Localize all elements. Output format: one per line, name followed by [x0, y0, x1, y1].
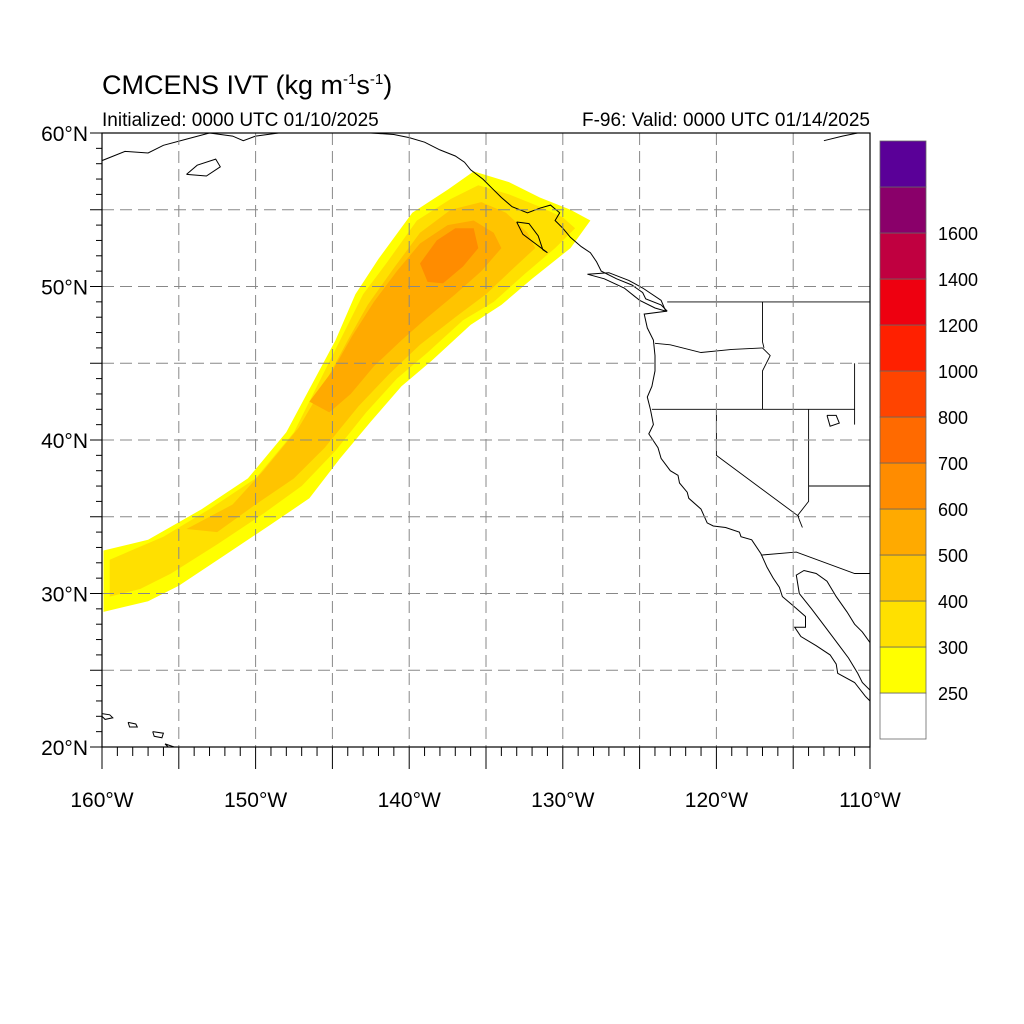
x-tick-label: 160°W: [70, 789, 133, 812]
y-tick-label: 50°N: [41, 277, 88, 300]
title-text: CMCENS IVT (kg m: [102, 70, 344, 100]
great-salt-lake: [826, 414, 840, 427]
colorbar-label: 700: [938, 454, 968, 474]
x-tick-label: 150°W: [224, 789, 287, 812]
alaska-coast: [102, 133, 668, 312]
y-tick-label: 30°N: [41, 584, 88, 607]
colorbar-label: 600: [938, 500, 968, 520]
kodiak-island: [186, 158, 221, 177]
x-tick-label: 140°W: [378, 789, 441, 812]
colorbar-label: 500: [938, 546, 968, 566]
graticule-layer: [102, 133, 870, 747]
vancouver-island: [587, 272, 667, 312]
colorbar-box: [879, 416, 927, 464]
colorbar-box: [879, 646, 927, 694]
colorbar-label: 800: [938, 408, 968, 428]
us-mexico-border: [760, 551, 870, 574]
colorbar-box: [879, 508, 927, 556]
hawaii-islands: [102, 713, 114, 720]
west-coast: [643, 310, 870, 702]
maui: [152, 731, 165, 739]
coastline-layer: [102, 133, 870, 747]
canada-coast-north: [823, 133, 858, 142]
colorbar-label: 1600: [938, 224, 978, 244]
axis-labels: 160°W 150°W 140°W 130°W 120°W 110°W 20°N 30°N 40…: [41, 123, 901, 812]
title-exponent-2: -1: [369, 71, 384, 88]
y-tick-label: 40°N: [41, 430, 88, 453]
wa-id-border: [762, 301, 765, 349]
colorbar-box: [879, 140, 927, 188]
colorbar-label: 300: [938, 638, 968, 658]
chart-title: CMCENS IVT (kg m-1s-1): [102, 70, 392, 101]
title-unit-s: s: [356, 70, 370, 100]
valid-time-subtitle: F-96: Valid: 0000 UTC 01/14/2025: [582, 110, 870, 131]
colorbar-box: [879, 462, 927, 510]
colorbar-box: [879, 370, 927, 418]
colorbar-label: 1200: [938, 316, 978, 336]
title-close-paren: ): [383, 70, 393, 100]
nv-az-border: [797, 486, 810, 528]
colorbar-label: 250: [938, 684, 968, 704]
colorbar-box: [879, 186, 927, 234]
big-island: [164, 743, 176, 747]
ivt-band-600: [420, 228, 479, 284]
border-layer: [651, 301, 870, 574]
or-id-border: [762, 347, 771, 410]
y-tick-label: 60°N: [41, 123, 88, 146]
ca-nv-border: [715, 409, 800, 518]
haida-gwaii: [516, 221, 548, 254]
colorbar-label: 400: [938, 592, 968, 612]
title-exponent-1: -1: [343, 71, 357, 88]
colorbar-label: 1400: [938, 270, 978, 290]
x-tick-label: 130°W: [531, 789, 594, 812]
colorbar-box: [879, 324, 927, 372]
x-tick-label: 110°W: [839, 789, 901, 812]
colorbar-box: [879, 278, 927, 326]
colorbar-box: [879, 692, 927, 740]
initialized-subtitle: Initialized: 0000 UTC 01/10/2025: [102, 110, 379, 131]
oahu: [127, 721, 139, 728]
gulf-of-california: [795, 569, 870, 691]
ivt-colorbar: 250 300 400 500 600 700 800 1000 1200 1400 1600: [879, 140, 978, 740]
y-tick-label: 20°N: [41, 737, 88, 760]
colorbar-box: [879, 600, 927, 648]
colorbar-box: [879, 554, 927, 602]
wa-or-border: [654, 342, 763, 353]
x-tick-label: 120°W: [685, 789, 748, 812]
colorbar-box: [879, 232, 927, 280]
axis-ticks: [90, 132, 871, 769]
ivt-shading-layer: [103, 171, 591, 612]
colorbar-label: 1000: [938, 362, 978, 382]
